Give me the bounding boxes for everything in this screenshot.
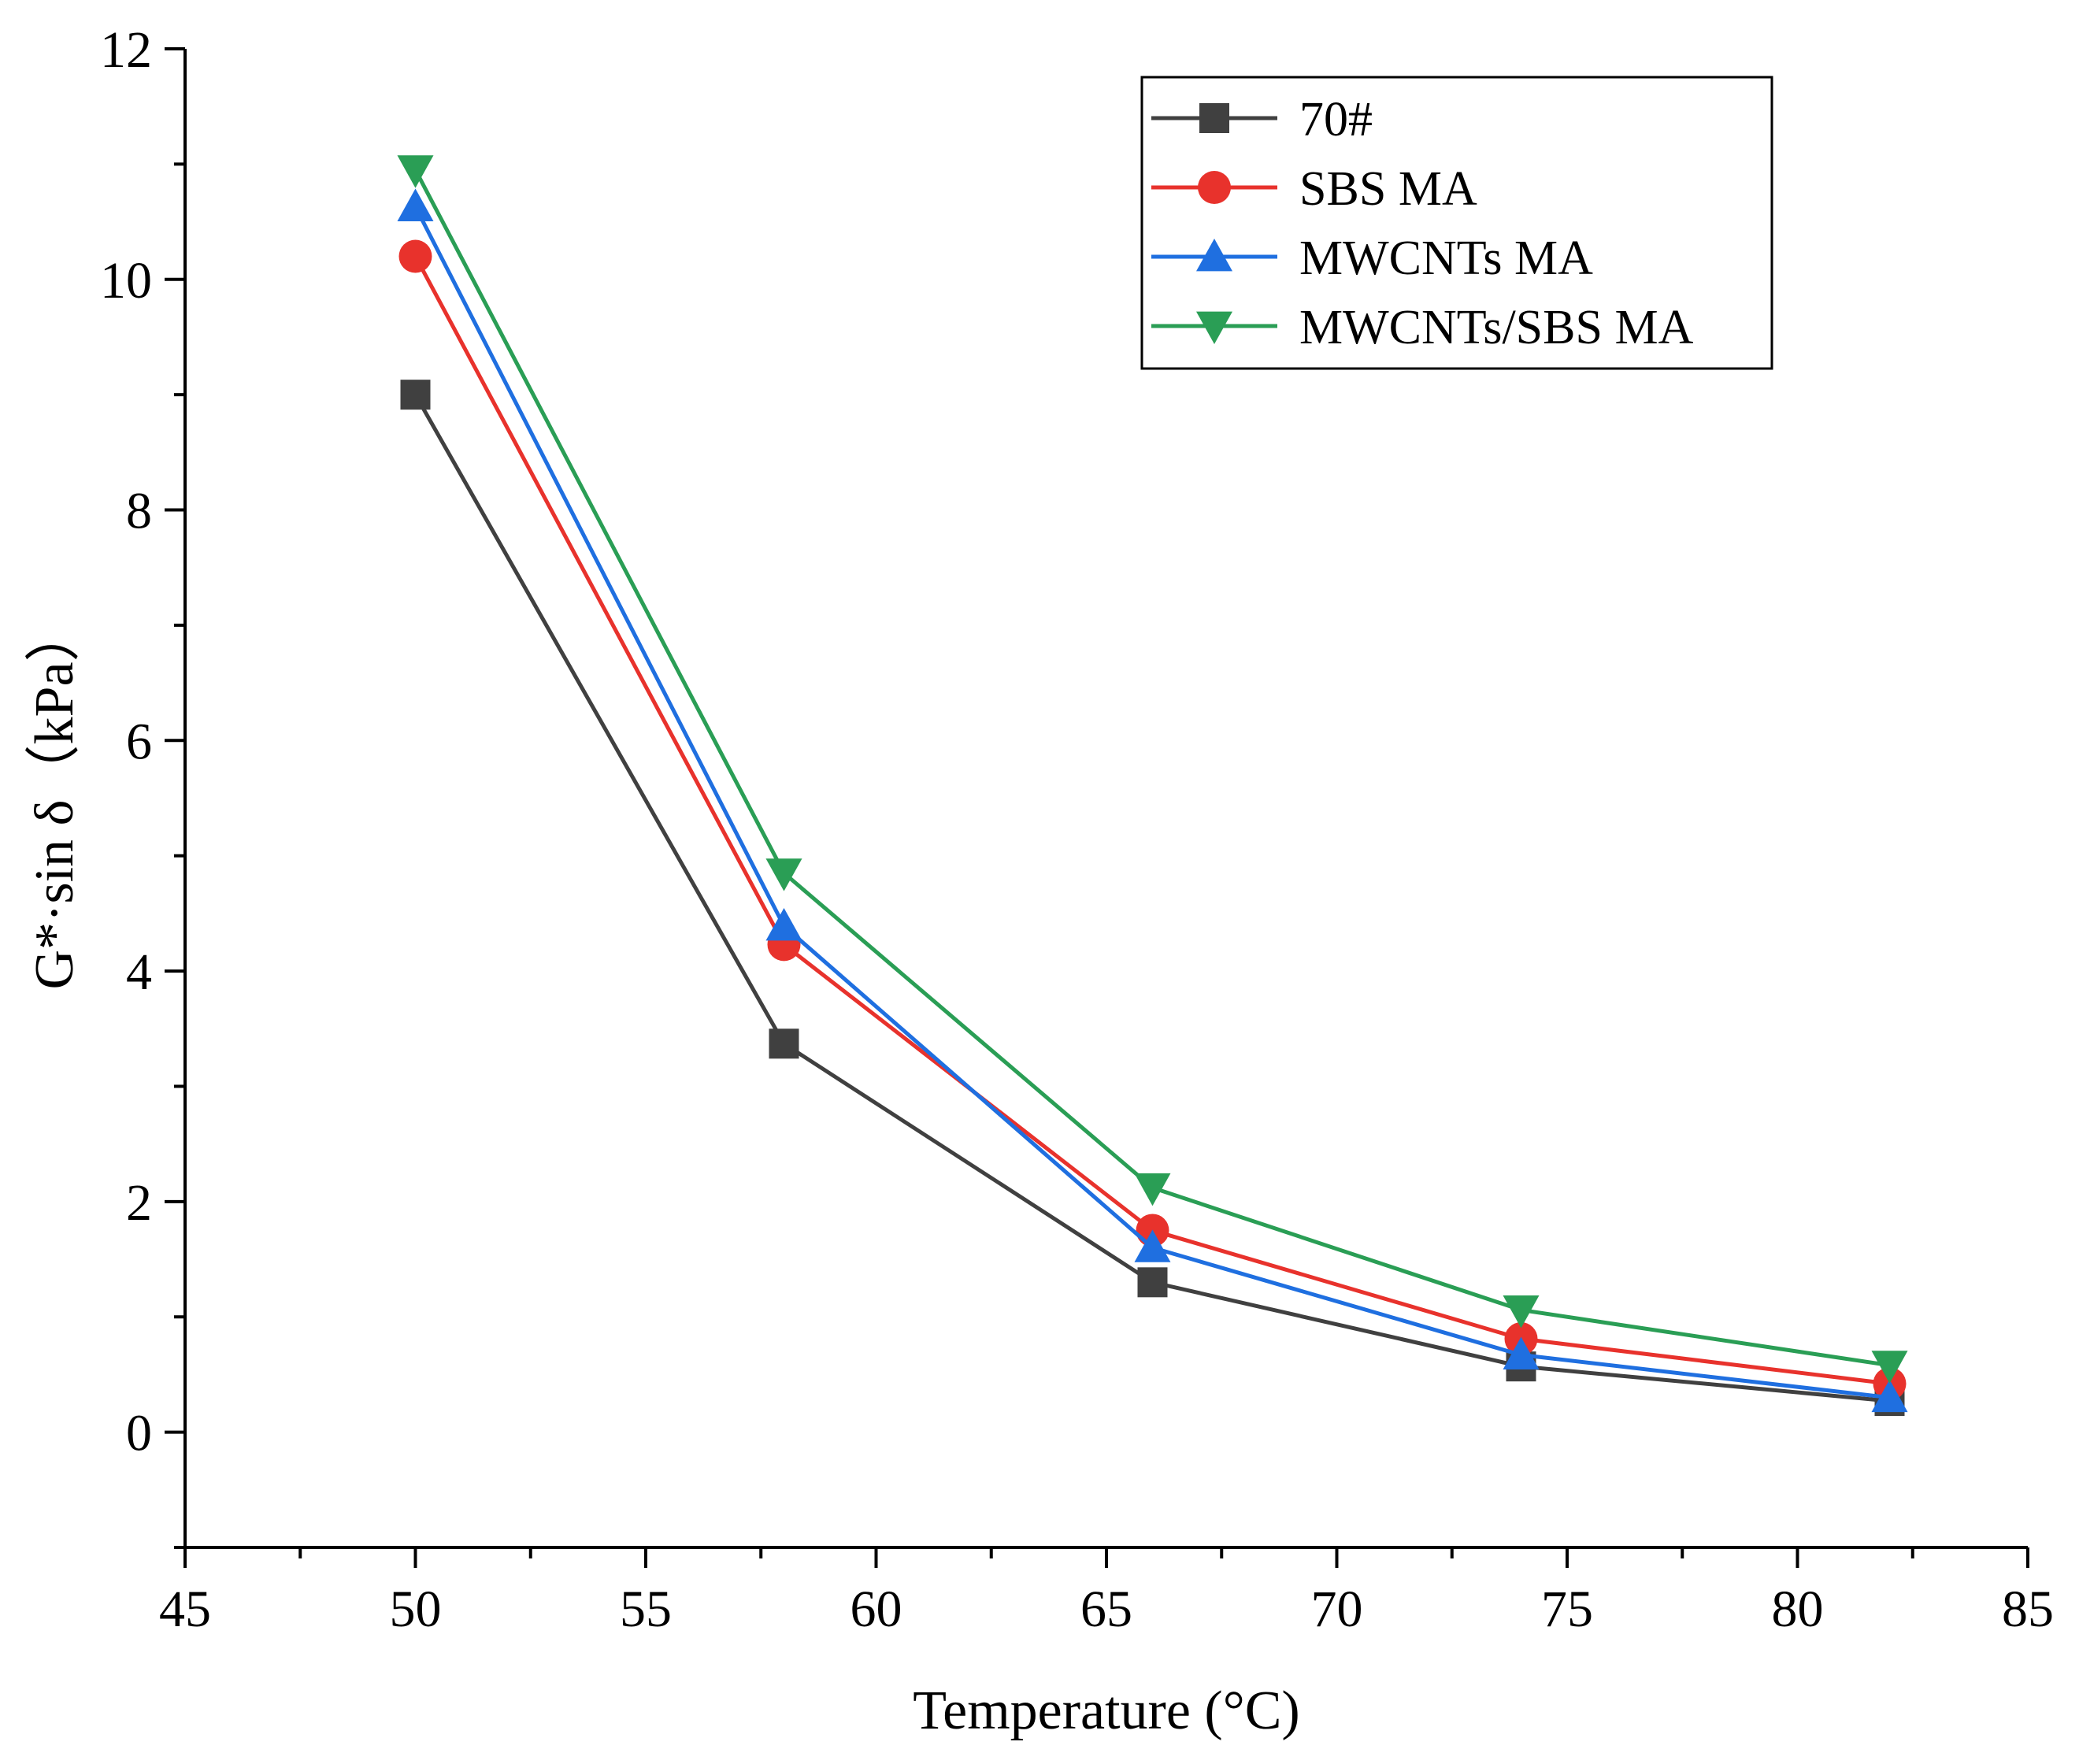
legend-label: 70# (1299, 93, 1373, 146)
data-point (397, 155, 434, 188)
data-point (400, 380, 431, 410)
legend: 70# SBS MA MWCNTs MA MWCNTs/SBS MA (1140, 76, 1773, 370)
legend-item: 70# (1151, 93, 1373, 146)
y-tick-label: 10 (100, 252, 152, 309)
legend-label: MWCNTs MA (1299, 232, 1593, 285)
legend-item: SBS MA (1151, 162, 1477, 216)
series-3 (397, 155, 1908, 1384)
y-axis-title: G*·sin δ（kPa） (24, 606, 85, 989)
legend-marker (1196, 311, 1232, 344)
x-tick-label: 50 (390, 1581, 442, 1638)
data-point (765, 858, 802, 891)
data-point (769, 1028, 799, 1059)
legend-marker (1196, 239, 1232, 272)
x-tick-label: 55 (620, 1581, 672, 1638)
data-point (765, 907, 802, 941)
data-point (1134, 1229, 1171, 1262)
data-point (1871, 1379, 1908, 1413)
data-point (397, 188, 434, 221)
legend-marker (1199, 103, 1229, 133)
data-point (1134, 1173, 1171, 1206)
legend-label: SBS MA (1299, 162, 1477, 216)
y-tick-label: 4 (126, 943, 152, 1001)
x-tick-label: 70 (1311, 1581, 1363, 1638)
data-point (1871, 1351, 1908, 1384)
y-tick-label: 12 (100, 21, 152, 79)
data-point (1503, 1336, 1540, 1369)
legend-item: MWCNTs/SBS MA (1151, 301, 1694, 354)
series-2 (397, 188, 1908, 1413)
legend-marker (1198, 171, 1231, 204)
x-tick-label: 65 (1080, 1581, 1132, 1638)
series-layer (397, 155, 1908, 1417)
x-tick-label: 80 (1772, 1581, 1824, 1638)
series-1 (398, 239, 1907, 1401)
x-tick-label: 45 (159, 1581, 211, 1638)
legend-box (1140, 76, 1773, 370)
data-point (1137, 1267, 1168, 1298)
legend-item: MWCNTs MA (1151, 232, 1593, 285)
x-tick-label: 85 (2002, 1581, 2054, 1638)
y-tick-label: 2 (126, 1174, 152, 1232)
axes: 45 50 55 60 65 70 75 80 85 0 2 4 6 8 10 12 (100, 21, 2054, 1638)
y-tick-label: 8 (126, 483, 152, 540)
y-tick-label: 0 (126, 1405, 152, 1462)
legend-label: MWCNTs/SBS MA (1299, 301, 1694, 354)
y-tick-label: 6 (126, 713, 152, 770)
x-tick-label: 75 (1541, 1581, 1593, 1638)
x-axis-title: Temperature (°C) (913, 1681, 1299, 1741)
x-tick-label: 60 (850, 1581, 902, 1638)
data-point (1503, 1295, 1540, 1329)
data-point (398, 239, 432, 273)
